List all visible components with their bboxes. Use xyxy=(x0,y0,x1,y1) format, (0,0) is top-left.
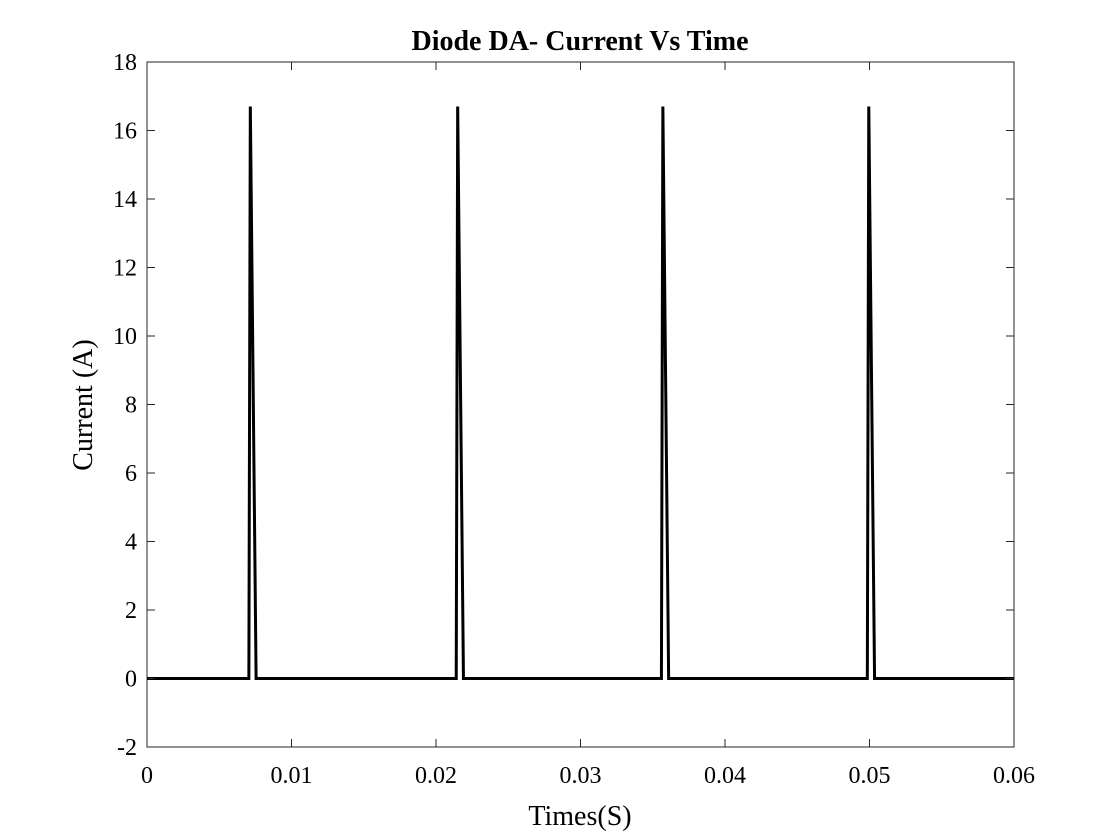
y-tick-label: 2 xyxy=(125,598,137,624)
plot-area xyxy=(146,61,1015,748)
x-tick-label: 0.03 xyxy=(560,763,602,789)
series-line-0 xyxy=(147,106,1014,680)
x-tick-label: 0.05 xyxy=(849,763,891,789)
x-axis-title: Times(S) xyxy=(528,801,631,832)
y-tick-label: 8 xyxy=(125,393,137,419)
axes-box xyxy=(146,61,1015,748)
y-tick-label: -2 xyxy=(117,735,137,761)
chart-title: Diode DA- Current Vs Time xyxy=(411,26,748,57)
y-tick-label: 6 xyxy=(125,461,137,487)
x-tick-label: 0.06 xyxy=(993,763,1035,789)
x-tick-label: 0 xyxy=(141,763,153,789)
y-tick-label: 0 xyxy=(125,667,137,693)
y-tick-label: 14 xyxy=(113,187,137,213)
y-tick-label: 16 xyxy=(113,119,137,145)
axis-ticks: 0 0.01 0.02 0.03 0.04 0.05 0.06-20246810121416… xyxy=(113,50,1035,789)
y-tick-label: 10 xyxy=(113,324,137,350)
y-axis-title: Current (A) xyxy=(68,339,99,470)
y-tick-label: 12 xyxy=(113,256,137,282)
y-tick-label: 4 xyxy=(125,530,137,556)
x-tick-label: 0.02 xyxy=(415,763,457,789)
x-tick-label: 0.04 xyxy=(704,763,746,789)
y-tick-label: 18 xyxy=(113,50,137,76)
x-tick-label: 0.01 xyxy=(271,763,313,789)
